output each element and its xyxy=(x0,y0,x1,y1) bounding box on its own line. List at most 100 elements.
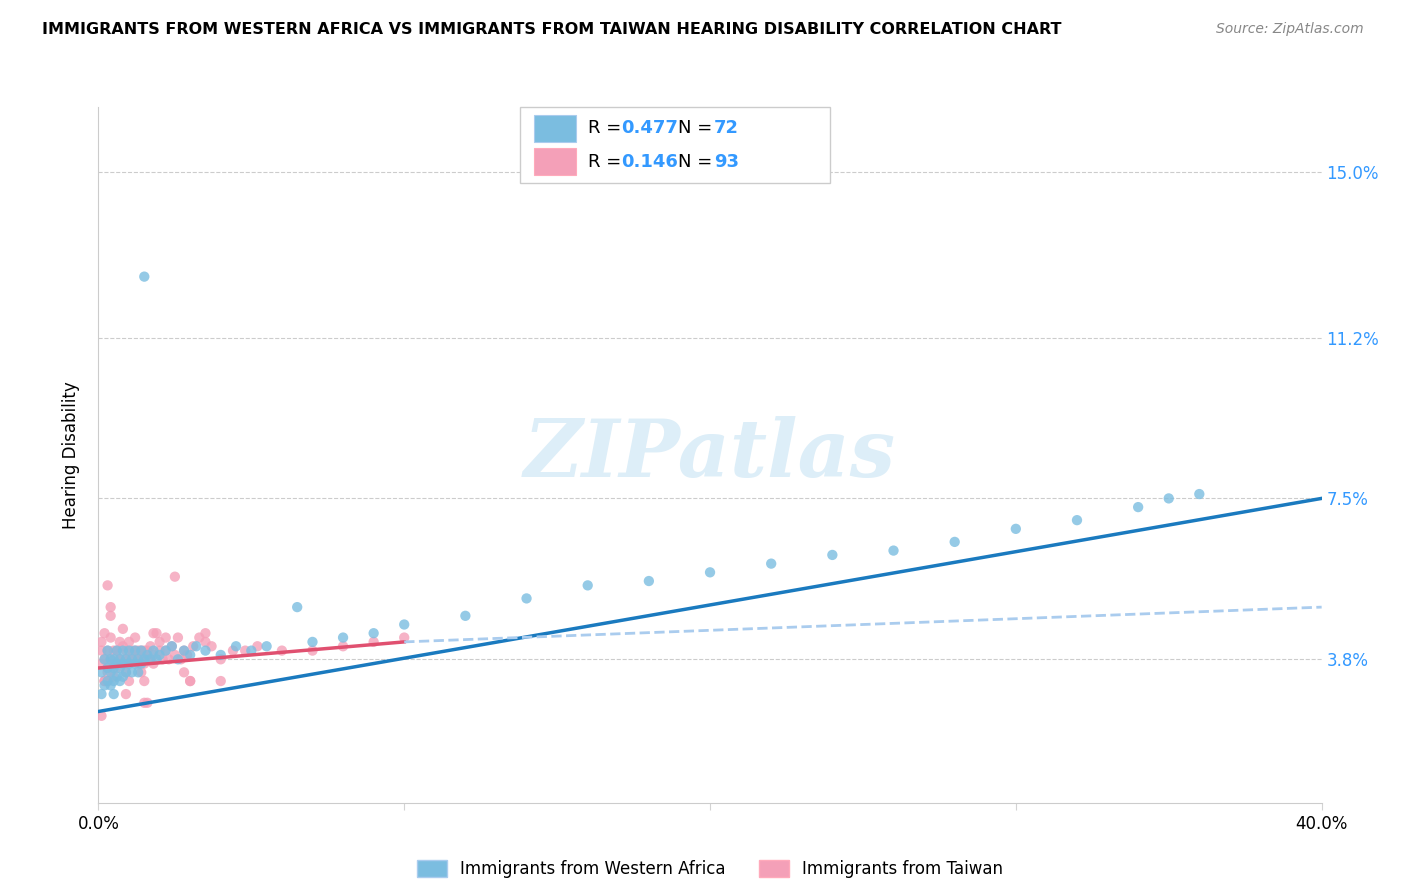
Point xyxy=(222,643,245,657)
Point xyxy=(124,643,146,657)
Point xyxy=(100,678,122,692)
Point xyxy=(139,652,162,666)
Point xyxy=(121,652,143,666)
Point xyxy=(124,652,146,666)
Point xyxy=(90,657,112,671)
Point xyxy=(173,643,195,657)
Point xyxy=(134,652,156,666)
Point xyxy=(142,643,165,657)
Point xyxy=(332,639,354,653)
Y-axis label: Hearing Disability: Hearing Disability xyxy=(62,381,80,529)
Point xyxy=(163,648,186,662)
Point xyxy=(121,652,143,666)
Point xyxy=(225,639,247,653)
Point xyxy=(200,639,222,653)
Point xyxy=(111,657,134,671)
Point xyxy=(209,674,232,689)
Point xyxy=(139,652,162,666)
Point xyxy=(127,665,149,680)
Point xyxy=(108,674,131,689)
Point xyxy=(167,631,190,645)
Point xyxy=(181,639,204,653)
Point xyxy=(97,643,120,657)
Point xyxy=(115,652,138,666)
Point xyxy=(363,635,385,649)
Point xyxy=(163,570,186,584)
Point xyxy=(129,665,152,680)
Point xyxy=(97,674,120,689)
Point xyxy=(121,665,143,680)
Point xyxy=(103,687,125,701)
Point xyxy=(129,643,152,657)
Point xyxy=(103,670,125,684)
Point xyxy=(121,652,143,666)
Point xyxy=(155,643,177,657)
Point xyxy=(90,708,112,723)
Point xyxy=(516,591,538,606)
Point xyxy=(105,657,128,671)
Point xyxy=(160,639,183,653)
Point xyxy=(209,648,232,662)
Point xyxy=(127,652,149,666)
Point xyxy=(108,652,131,666)
Text: Source: ZipAtlas.com: Source: ZipAtlas.com xyxy=(1216,22,1364,37)
Point xyxy=(1157,491,1180,506)
Point xyxy=(118,657,141,671)
Point xyxy=(157,652,180,666)
Point xyxy=(121,643,143,657)
Point xyxy=(170,652,193,666)
Text: 93: 93 xyxy=(714,153,740,170)
Point xyxy=(142,657,165,671)
Point xyxy=(134,657,156,671)
Point xyxy=(155,643,177,657)
Point xyxy=(100,652,122,666)
Point xyxy=(160,639,183,653)
Point xyxy=(97,661,120,675)
Point xyxy=(115,687,138,701)
Point xyxy=(100,665,122,680)
Point xyxy=(152,652,174,666)
Point xyxy=(209,652,232,666)
Point xyxy=(1188,487,1211,501)
Point xyxy=(105,643,128,657)
Point xyxy=(115,665,138,680)
Point xyxy=(124,631,146,645)
Point xyxy=(93,652,115,666)
Point xyxy=(188,631,211,645)
Point xyxy=(233,643,256,657)
Point xyxy=(111,622,134,636)
Point xyxy=(392,631,416,645)
Point xyxy=(136,648,159,662)
Text: R =: R = xyxy=(588,153,627,170)
Point xyxy=(103,674,125,689)
Point xyxy=(1004,522,1026,536)
Point xyxy=(103,657,125,671)
Point xyxy=(105,670,128,684)
Point xyxy=(118,674,141,689)
Point xyxy=(173,665,195,680)
Point xyxy=(179,648,201,662)
Point xyxy=(363,626,385,640)
Point xyxy=(90,643,112,657)
Point xyxy=(194,643,217,657)
Point xyxy=(97,665,120,680)
Point xyxy=(103,643,125,657)
Point xyxy=(576,578,599,592)
Point xyxy=(194,635,217,649)
Text: R =: R = xyxy=(588,120,627,137)
Point xyxy=(100,631,122,645)
Point xyxy=(134,696,156,710)
Point xyxy=(821,548,844,562)
Point xyxy=(173,643,195,657)
Point xyxy=(136,696,159,710)
Point xyxy=(100,600,122,615)
Point xyxy=(136,643,159,657)
Point xyxy=(97,643,120,657)
Point xyxy=(111,643,134,657)
Point xyxy=(142,648,165,662)
Point xyxy=(127,657,149,671)
Point xyxy=(270,643,292,657)
Point xyxy=(127,652,149,666)
Point xyxy=(105,643,128,657)
Point xyxy=(176,648,198,662)
